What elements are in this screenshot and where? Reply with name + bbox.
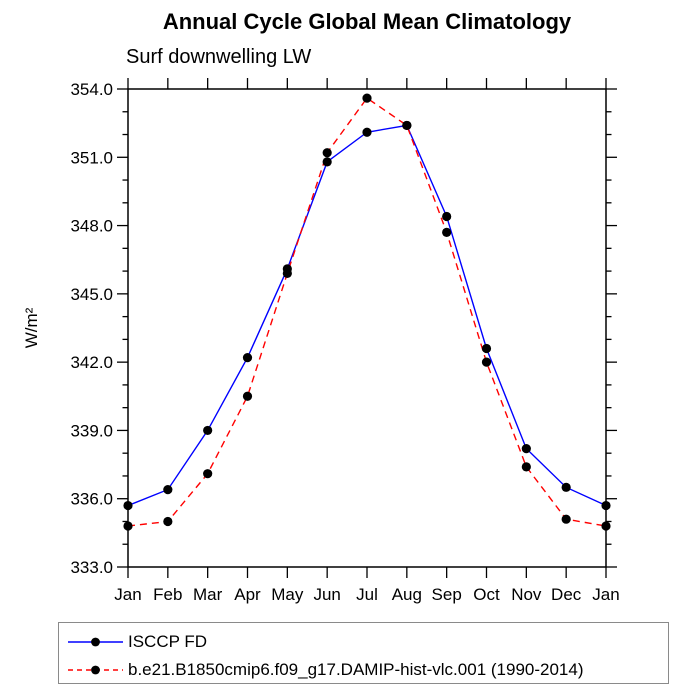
data-point-s0	[561, 482, 571, 492]
data-point-s1	[282, 268, 292, 278]
y-tick-label: 339.0	[70, 421, 113, 440]
data-point-s1	[362, 93, 372, 103]
x-tick-label: Jun	[313, 585, 340, 604]
data-point-s1	[123, 521, 133, 531]
x-tick-label: Sep	[432, 585, 462, 604]
data-point-s0	[203, 425, 213, 436]
data-point-s1	[402, 120, 412, 131]
data-point-s0	[242, 352, 253, 363]
y-tick-label: 336.0	[70, 490, 113, 509]
x-tick-label: Feb	[153, 585, 182, 604]
series-line-1	[127, 97, 607, 527]
legend-box: ISCCP FD b.e21.B1850cmip6.f09_g17.DAMIP-…	[58, 622, 669, 684]
data-point-s0	[601, 500, 611, 511]
legend-label: ISCCP FD	[128, 632, 208, 651]
x-tick-label: Mar	[193, 585, 223, 604]
x-tick-label: Jan	[592, 585, 619, 604]
plot-frame	[127, 88, 607, 568]
data-point-s0	[163, 485, 173, 495]
data-point-s0	[322, 157, 332, 167]
legend-label: b.e21.B1850cmip6.f09_g17.DAMIP-hist-vlc.…	[128, 660, 584, 679]
legend-item: ISCCP FD	[67, 628, 668, 656]
data-point-s0	[481, 343, 492, 354]
y-tick-label: 342.0	[70, 353, 113, 372]
legend-item: b.e21.B1850cmip6.f09_g17.DAMIP-hist-vlc.…	[67, 656, 668, 684]
x-tick-label: Oct	[473, 585, 500, 604]
x-tick-label: Apr	[234, 585, 261, 604]
data-point-s1	[481, 357, 492, 367]
data-point-s1	[163, 516, 173, 527]
y-tick-label: 333.0	[70, 558, 113, 577]
legend-dashed-line-marker-icon	[68, 665, 123, 675]
x-tick-label: Jul	[356, 585, 378, 604]
data-point-s0	[123, 500, 133, 511]
y-tick-label: 348.0	[70, 217, 113, 236]
x-tick-label: Nov	[511, 585, 542, 604]
chart-plot-area: Jan Feb Mar Apr May Jun Jul Aug Sep Oct Nov Dec Jan3…	[22, 78, 620, 604]
data-point-s1	[521, 462, 531, 472]
x-tick-label: May	[271, 585, 304, 604]
chart-subtitle: Surf downwelling LW	[126, 46, 312, 68]
x-tick-label: Dec	[551, 585, 582, 604]
legend-solid-line-marker-icon	[68, 637, 123, 647]
y-tick-label: 351.0	[70, 148, 113, 167]
data-point-s1	[442, 227, 452, 237]
x-tick-label: Aug	[392, 585, 422, 604]
data-point-s1	[242, 391, 253, 401]
data-point-s1	[601, 521, 611, 531]
data-point-s1	[203, 469, 213, 479]
series-line-0	[127, 124, 607, 507]
data-point-s1	[561, 514, 571, 524]
y-tick-label: 354.0	[70, 80, 113, 99]
x-tick-label: Jan	[114, 585, 141, 604]
y-axis-label: W/m²	[22, 307, 41, 348]
data-point-s1	[322, 148, 332, 158]
data-point-s0	[362, 127, 372, 137]
y-tick-label: 345.0	[70, 285, 113, 304]
data-point-s0	[442, 211, 452, 222]
chart-title: Annual Cycle Global Mean Climatology	[162, 9, 572, 34]
data-point-s0	[521, 444, 531, 454]
